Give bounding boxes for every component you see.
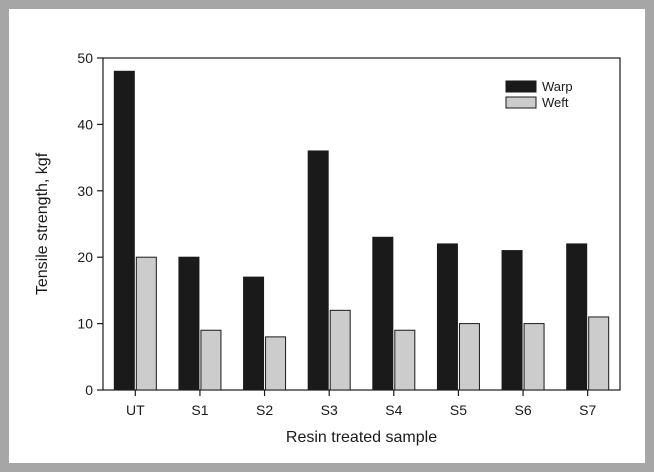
y-tick-label-50: 50: [77, 50, 93, 66]
plot-border: [102, 57, 621, 391]
x-tick-label-s2: S2: [256, 402, 273, 418]
legend-swatch-weft: [505, 96, 537, 109]
x-axis-label: Resin treated sample: [286, 429, 437, 446]
bar-weft-s2: [265, 336, 287, 391]
bar-warp-ut: [113, 70, 135, 391]
bar-weft-s4: [394, 329, 416, 391]
bar-warp-s5: [436, 243, 458, 391]
bar-weft-s3: [329, 309, 351, 391]
bar-warp-s2: [243, 276, 265, 391]
x-tick-label-s1: S1: [191, 402, 208, 418]
bar-warp-s7: [566, 243, 588, 391]
legend-swatch-warp: [505, 80, 537, 93]
bar-warp-s3: [307, 150, 329, 391]
legend-label-warp: Warp: [542, 79, 573, 94]
y-tick-label-10: 10: [77, 316, 93, 332]
y-axis-label: Tensile strength, kgf: [34, 152, 51, 295]
y-tick-label-30: 30: [77, 183, 93, 199]
bar-warp-s6: [501, 250, 523, 391]
x-tick-label-ut: UT: [126, 402, 145, 418]
x-tick-label-s3: S3: [321, 402, 338, 418]
x-tick-label-s4: S4: [385, 402, 402, 418]
bar-warp-s4: [372, 236, 394, 391]
x-tick-label-s7: S7: [579, 402, 596, 418]
bar-weft-s7: [588, 316, 610, 391]
y-tick-label-0: 0: [85, 382, 93, 398]
y-tick-label-20: 20: [77, 249, 93, 265]
y-tick-label-40: 40: [77, 116, 93, 132]
bar-weft-ut: [135, 256, 157, 391]
bar-weft-s1: [200, 329, 222, 391]
bar-weft-s5: [458, 323, 480, 391]
bar-warp-s1: [178, 256, 200, 391]
x-tick-label-s6: S6: [515, 402, 532, 418]
legend-label-weft: Weft: [542, 95, 569, 110]
x-tick-label-s5: S5: [450, 402, 467, 418]
bar-weft-s6: [523, 323, 545, 391]
